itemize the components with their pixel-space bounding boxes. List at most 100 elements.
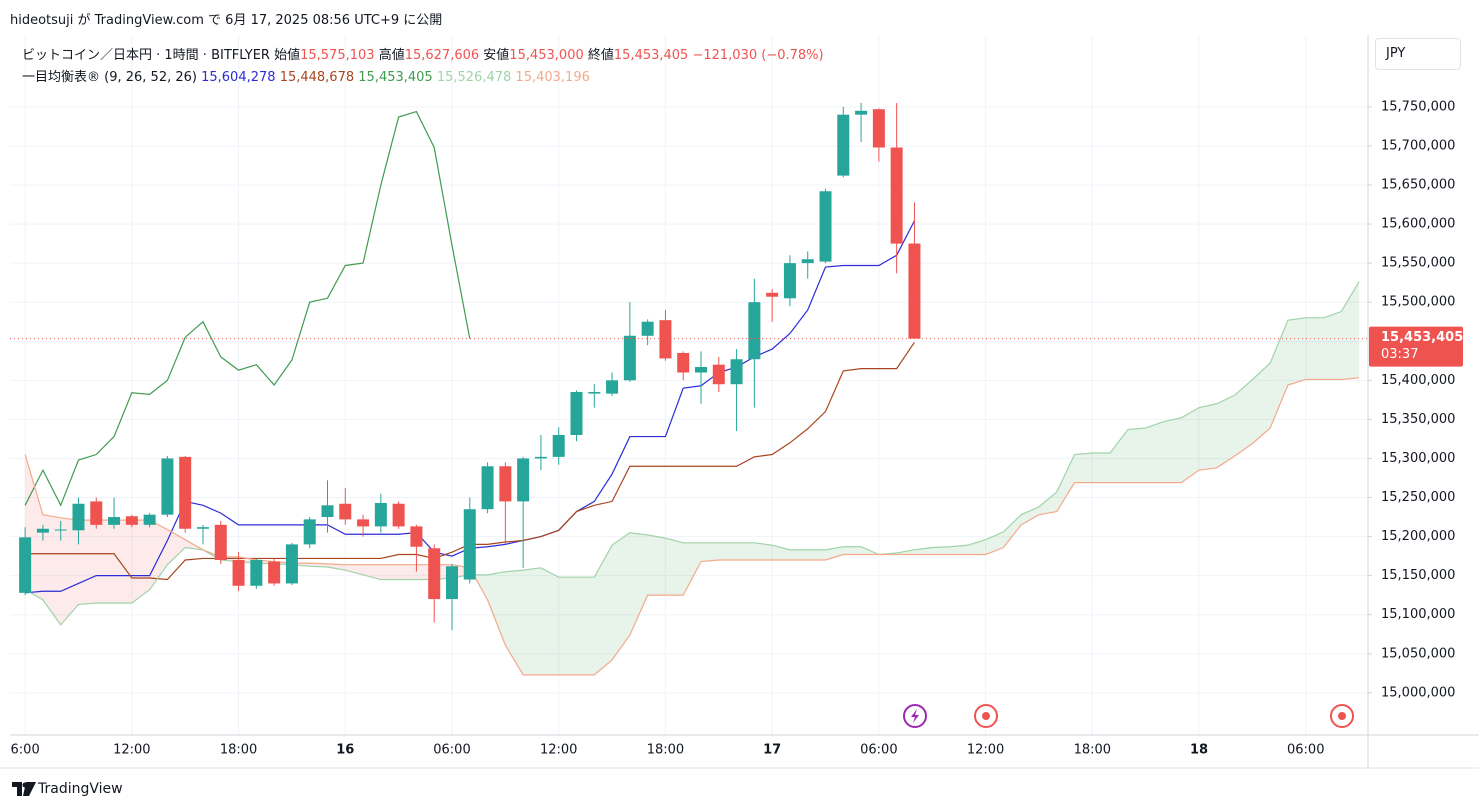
cloud-segment [665, 538, 684, 596]
y-tick-label: 15,650,000 [1381, 178, 1455, 193]
cloud-segment [914, 547, 933, 555]
cloud-segment [1056, 454, 1075, 512]
ohlc-value: 15,575,103 [300, 48, 375, 63]
cloud-segment [576, 577, 595, 675]
change: −121,030 (−0.78%) [692, 48, 824, 63]
candle-body [250, 560, 263, 586]
candle-body [90, 501, 103, 525]
event-dot [982, 712, 990, 720]
candle-body [161, 458, 174, 515]
candle-body [748, 302, 761, 360]
candle-body [517, 458, 530, 502]
candle-body [712, 364, 725, 385]
event-dot [1338, 712, 1346, 720]
cloud-segment [1003, 514, 1022, 548]
cloud-segment [60, 517, 79, 625]
candle-body [392, 503, 405, 527]
candle-body [890, 147, 903, 244]
y-tick-label: 15,350,000 [1381, 412, 1455, 427]
cloud-segment [736, 542, 755, 560]
x-tick-label: 18:00 [1074, 743, 1111, 758]
candle-body [72, 503, 85, 531]
indicator-name: 一目均衡表® (9, 26, 52, 26) [22, 70, 197, 85]
cloud-segment [1181, 407, 1200, 483]
indicator-legend: 一目均衡表® (9, 26, 52, 26) 15,604,278 15,448… [22, 66, 590, 85]
symbol: ビットコイン／日本円 · 1時間 · BITFLYER [22, 48, 270, 63]
candle-body [179, 456, 192, 529]
y-tick-label: 15,700,000 [1381, 138, 1455, 153]
axes: 15,000,000 15,050,000 15,100,000 15,150,000… [10, 99, 1463, 758]
candle-body [659, 320, 672, 359]
indicator-line [24, 377, 1360, 676]
candle-body [268, 561, 281, 584]
y-tick-label: 15,600,000 [1381, 217, 1455, 232]
x-tick-label: 6:00 [11, 743, 40, 758]
cloud-segment [167, 529, 186, 565]
candle-body [410, 526, 423, 547]
logo [12, 782, 36, 796]
cloud-segment [1110, 429, 1128, 483]
candle-body [819, 191, 832, 262]
candle-body [641, 321, 654, 336]
lightning [911, 709, 919, 723]
candle-body [801, 259, 814, 264]
cloud-segment [1038, 492, 1057, 515]
ohlc-legend: ビットコイン／日本円 · 1時間 · BITFLYER 始値15,575,103… [22, 44, 824, 63]
x-tick-label: 16 [336, 743, 354, 758]
cloud-segment [78, 520, 97, 605]
ohlc-name: 始値 [274, 48, 301, 63]
cloud-segment [967, 539, 986, 555]
cloud-segment [950, 545, 968, 555]
cloud-segment [718, 542, 737, 560]
candle-body [534, 456, 547, 459]
cloud-segment [1199, 403, 1217, 471]
cloud-segment [629, 532, 648, 635]
cloud-segment [149, 520, 168, 590]
cloud-segment [42, 514, 61, 625]
cloud-segment [612, 532, 630, 660]
cloud-segment [1163, 417, 1182, 483]
indicator-value: 15,403,196 [515, 70, 590, 85]
countdown: 03:37 [1381, 347, 1418, 362]
cloud-segment [1074, 452, 1093, 483]
x-tick-label: 18:00 [220, 743, 257, 758]
y-tick-label: 15,050,000 [1381, 646, 1455, 661]
candle-body [445, 566, 458, 600]
y-tick-label: 15,500,000 [1381, 295, 1455, 310]
cloud-segment [540, 567, 559, 675]
indicator-line [24, 110, 471, 507]
cloud-segment [1127, 427, 1146, 483]
cloud-segment [1323, 311, 1342, 380]
indicator-line [24, 281, 1360, 626]
cloud-segment [647, 535, 666, 596]
candle-body [481, 466, 494, 510]
cloud-segment [114, 520, 132, 603]
ohlc-name: 終値 [587, 48, 614, 63]
candle-body [588, 392, 601, 394]
ohlc-name: 高値 [378, 48, 405, 63]
y-tick-label: 15,750,000 [1381, 99, 1455, 114]
x-tick-label: 12:00 [113, 743, 150, 758]
cloud-segment [96, 520, 115, 603]
candle-body [695, 367, 708, 373]
cloud-segment [1270, 320, 1288, 428]
x-tick-label: 18:00 [647, 743, 684, 758]
cloud-segment [701, 542, 719, 562]
indicator-value: 15,448,678 [279, 70, 355, 85]
candle-body [552, 435, 565, 457]
cloud-segment [398, 564, 417, 580]
cloud-segment [1092, 452, 1111, 483]
last-price-box [1369, 326, 1463, 367]
candle-body [321, 505, 334, 518]
cloud-segment [1216, 395, 1235, 468]
cloud-segment [1287, 317, 1306, 385]
candle-body [677, 352, 690, 373]
cloud-segment [825, 546, 844, 560]
candle-body [570, 392, 583, 435]
cloud-segment [594, 545, 613, 675]
candle-body [730, 359, 743, 385]
currency-button[interactable]: JPY [1375, 38, 1461, 70]
x-tick-label: 17 [763, 743, 781, 758]
candle-body [908, 243, 921, 339]
